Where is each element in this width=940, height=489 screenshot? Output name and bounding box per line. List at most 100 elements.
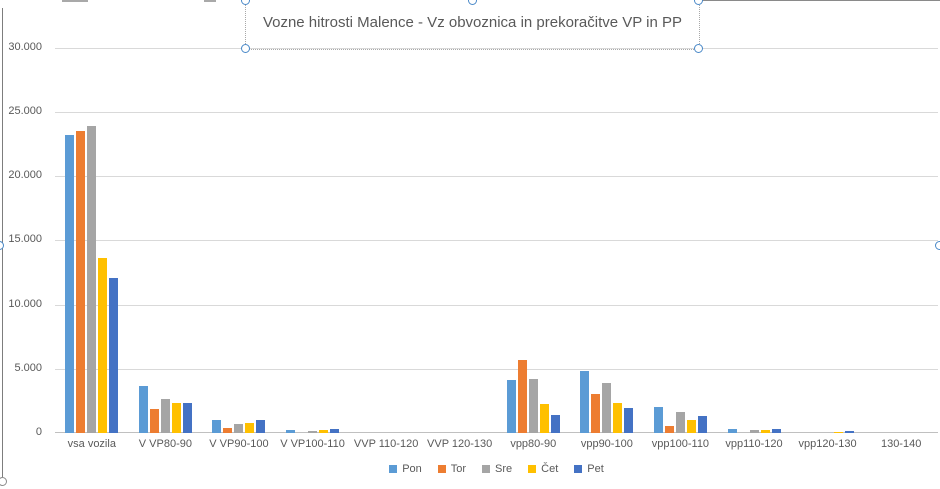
legend-item-Pon[interactable]: Pon <box>389 463 422 475</box>
x-label-130-140[interactable]: 130-140 <box>880 438 922 450</box>
bar-Sre-vpp110-120[interactable] <box>749 430 759 433</box>
gridline-5.000 <box>55 369 938 370</box>
bar-Tor-vsa vozila[interactable] <box>76 131 86 433</box>
bar-Pon-V VP80-90[interactable] <box>138 386 148 433</box>
x-label-VVP 110-120[interactable]: VVP 110-120 <box>353 438 419 450</box>
legend-swatch-icon <box>389 465 398 473</box>
chart-handle-bottom-left[interactable] <box>0 477 7 486</box>
legend-swatch-icon <box>574 465 583 473</box>
bar-Sre-V VP90-100[interactable] <box>234 424 244 433</box>
x-label-vpp120-130[interactable]: vpp120-130 <box>798 438 857 450</box>
gridline-25.000 <box>55 112 938 113</box>
x-label-V VP80-90[interactable]: V VP80-90 <box>138 438 192 450</box>
bar-Pet-V VP80-90[interactable] <box>182 403 192 433</box>
bar-Tor-V VP80-90[interactable] <box>149 409 159 433</box>
bar-Sre-V VP100-110[interactable] <box>308 431 318 433</box>
bar-group-vpp80-90 <box>497 48 571 433</box>
x-label-vpp110-120[interactable]: vpp110-120 <box>725 438 783 450</box>
legend-item-Čet[interactable]: Čet <box>528 463 558 475</box>
bar-group-130-140 <box>864 48 938 433</box>
bar-Čet-V VP90-100[interactable] <box>245 423 255 433</box>
x-label-VVP 120-130[interactable]: VVP 120-130 <box>427 438 493 450</box>
bar-Pet-V VP100-110[interactable] <box>330 429 340 433</box>
chart-handle-right-middle[interactable] <box>935 241 940 250</box>
bar-Sre-vpp80-90[interactable] <box>528 379 538 433</box>
bar-group-VVP 120-130 <box>423 48 497 433</box>
chart-title-box[interactable]: Vozne hitrosti Malence - Vz obvoznica in… <box>245 0 700 50</box>
title-handle-bottom-right[interactable] <box>694 44 703 53</box>
bar-Pon-V VP90-100[interactable] <box>212 420 222 433</box>
title-handle-top-left[interactable] <box>241 0 250 5</box>
cropped-cell-text-above <box>62 0 88 2</box>
y-tick-label[interactable]: 5.000 <box>14 362 42 374</box>
bar-Pet-vpp100-110[interactable] <box>697 416 707 433</box>
bar-Pon-vpp100-110[interactable] <box>653 407 663 433</box>
x-label-V VP100-110[interactable]: V VP100-110 <box>280 438 345 450</box>
bar-Pon-vsa vozila[interactable] <box>65 135 75 433</box>
bar-group-VVP 110-120 <box>349 48 423 433</box>
y-tick-label[interactable]: 10.000 <box>8 298 42 310</box>
x-label-vpp90-100[interactable]: vpp90-100 <box>580 438 633 450</box>
legend-label: Sre <box>495 463 513 475</box>
bar-Sre-V VP80-90[interactable] <box>160 399 170 433</box>
bar-Pon-vpp90-100[interactable] <box>580 371 590 433</box>
bar-Pet-V VP90-100[interactable] <box>256 420 266 433</box>
bar-group-vpp110-120 <box>717 48 791 433</box>
bar-Sre-vpp90-100[interactable] <box>602 383 612 433</box>
bar-Čet-vpp120-130[interactable] <box>834 432 844 433</box>
bar-Pon-V VP100-110[interactable] <box>286 430 296 433</box>
bar-Tor-vpp80-90[interactable] <box>517 360 527 433</box>
bar-Tor-vpp100-110[interactable] <box>664 426 674 433</box>
bar-Pon-vpp80-90[interactable] <box>506 380 516 433</box>
bar-Čet-vpp110-120[interactable] <box>760 430 770 433</box>
title-handle-bottom-left[interactable] <box>241 44 250 53</box>
legend-item-Sre[interactable]: Sre <box>482 463 512 475</box>
bar-Tor-V VP90-100[interactable] <box>223 428 233 433</box>
legend-label: Pon <box>402 463 422 475</box>
x-label-V VP90-100[interactable]: V VP90-100 <box>209 438 269 450</box>
legend-swatch-icon <box>482 465 491 473</box>
title-handle-top-right[interactable] <box>694 0 703 5</box>
bar-Sre-vsa vozila[interactable] <box>87 126 97 433</box>
y-tick-label[interactable]: 0 <box>35 426 42 438</box>
legend-item-Tor[interactable]: Tor <box>437 463 466 475</box>
bar-Čet-V VP100-110[interactable] <box>319 430 329 433</box>
bar-Čet-vpp90-100[interactable] <box>613 403 623 433</box>
x-label-vpp100-110[interactable]: vpp100-110 <box>651 438 710 450</box>
bar-Pet-vpp80-90[interactable] <box>550 415 560 433</box>
bar-group-vpp100-110 <box>644 48 718 433</box>
bar-Pet-vpp120-130[interactable] <box>845 431 855 433</box>
bar-group-vpp90-100 <box>570 48 644 433</box>
y-axis[interactable]: 0 5.000 10.000 15.000 20.000 25.000 30.000 <box>0 41 46 438</box>
bar-Pet-vpp90-100[interactable] <box>624 408 634 433</box>
x-axis[interactable]: vsa vozila V VP80-90 V VP90-100 V VP100-110… <box>55 438 938 450</box>
bar-Pet-vsa vozila[interactable] <box>109 278 119 433</box>
x-label-vsa vozila[interactable]: vsa vozila <box>67 438 116 450</box>
bar-Čet-V VP80-90[interactable] <box>171 403 181 433</box>
gridline-20.000 <box>55 176 938 177</box>
bar-Čet-vpp100-110[interactable] <box>686 420 696 433</box>
x-label-vpp80-90[interactable]: vpp80-90 <box>510 438 557 450</box>
bars-layer <box>55 48 938 433</box>
bar-group-V VP100-110 <box>276 48 350 433</box>
legend-swatch-icon <box>528 465 537 473</box>
y-tick-label[interactable]: 15.000 <box>8 233 42 245</box>
cropped-cell-text-above <box>204 0 216 2</box>
bar-Pon-vpp110-120[interactable] <box>727 429 737 433</box>
y-tick-label[interactable]: 30.000 <box>8 41 42 53</box>
chart-title: Vozne hitrosti Malence - Vz obvoznica in… <box>262 13 683 31</box>
y-tick-label[interactable]: 25.000 <box>8 105 42 117</box>
bar-group-V VP90-100 <box>202 48 276 433</box>
bar-Tor-vpp90-100[interactable] <box>591 394 601 433</box>
y-tick-label[interactable]: 20.000 <box>8 169 42 181</box>
gridline-10.000 <box>55 305 938 306</box>
bar-group-vsa vozila <box>55 48 129 433</box>
bar-Čet-vsa vozila[interactable] <box>98 258 108 433</box>
bar-Sre-vpp100-110[interactable] <box>675 412 685 433</box>
bar-Pet-vpp110-120[interactable] <box>771 429 781 433</box>
title-handle-top-center[interactable] <box>468 0 477 5</box>
bar-Čet-vpp80-90[interactable] <box>539 404 549 433</box>
bar-group-V VP80-90 <box>129 48 203 433</box>
plot-area <box>55 48 938 433</box>
legend-item-Pet[interactable]: Pet <box>574 463 604 475</box>
